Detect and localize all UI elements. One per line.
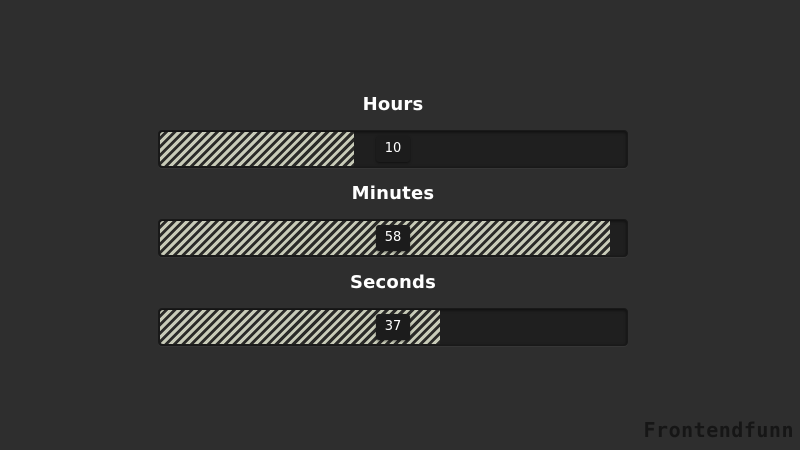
watermark-text: Frontendfunn [643,418,794,442]
hours-row: Hours 10 [158,92,628,168]
hours-progress-fill [160,132,354,166]
hours-value-badge: 10 [376,136,410,162]
minutes-progress-track: 58 [158,219,628,257]
hours-progress-track: 10 [158,130,628,168]
seconds-value-badge: 37 [376,314,410,340]
minutes-label: Minutes [351,183,435,204]
hours-label: Hours [362,94,424,115]
minutes-row: Minutes 58 [158,181,628,257]
seconds-row: Seconds 37 [158,270,628,346]
seconds-label: Seconds [349,272,437,293]
minutes-value-badge: 58 [376,225,410,251]
seconds-progress-track: 37 [158,308,628,346]
